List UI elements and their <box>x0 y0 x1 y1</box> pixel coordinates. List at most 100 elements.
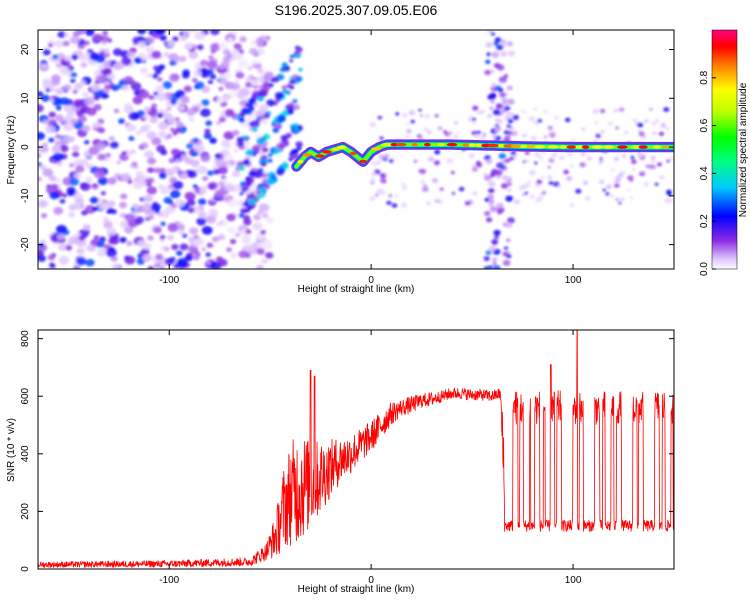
spectrogram-cell <box>668 198 674 203</box>
spectrogram-cell <box>198 211 207 219</box>
spectrogram-cell <box>145 36 155 44</box>
spectrogram-cell <box>498 88 504 93</box>
spectrogram-cell <box>400 202 408 208</box>
spectrogram-cell <box>251 119 260 127</box>
spectrogram-cell <box>42 168 54 177</box>
spectrogram-cell <box>163 52 170 58</box>
spectrogram-cell <box>151 103 158 109</box>
spectrogram-cell <box>103 60 112 68</box>
spectrogram-cell <box>218 77 228 85</box>
spectrogram-cell <box>279 67 286 73</box>
spectrogram-cell <box>563 169 569 175</box>
spectrogram-cell <box>434 199 440 203</box>
spectrogram-cell <box>85 258 95 267</box>
spectrogram-x-label: Height of straight line (km) <box>298 284 415 295</box>
spectrogram-cell <box>159 186 171 195</box>
spectrogram-cell <box>55 224 67 234</box>
colorbar-tick-label: 0.2 <box>699 214 710 228</box>
spectrogram-cell <box>235 71 245 79</box>
spectrogram-cell <box>102 217 109 222</box>
spectrogram-ridge-peak <box>534 144 546 149</box>
spectrogram-cell <box>163 197 172 204</box>
spectrogram-cell <box>80 182 91 191</box>
spectrogram-cell <box>134 216 145 224</box>
spectrogram-cell <box>493 229 501 236</box>
spectrogram-cell <box>497 210 502 215</box>
spectrogram-cell <box>263 85 271 91</box>
spectrogram-cell <box>85 30 95 36</box>
spectrogram-cell <box>147 266 155 269</box>
spectrogram-cell <box>222 56 231 63</box>
spectrogram-cell <box>378 189 386 195</box>
spectrogram-cell <box>507 50 516 57</box>
spectrogram-cell <box>196 44 204 51</box>
spectrogram-cell <box>119 237 127 243</box>
spectrogram-cell <box>434 149 441 155</box>
spectrogram-cell <box>41 63 48 68</box>
spectrogram-cell <box>503 74 509 78</box>
spectrogram-cell <box>484 210 491 216</box>
spectrogram-cell <box>519 185 526 191</box>
spectrogram-cell <box>238 250 248 259</box>
spectrogram-cell <box>157 212 163 217</box>
spectrogram-cell <box>479 135 487 141</box>
spectrogram-cell <box>408 110 415 116</box>
spectrogram-cell <box>192 184 199 189</box>
spectrogram-cell <box>207 79 214 85</box>
spectrogram-cell <box>370 178 376 183</box>
spectrogram-cell <box>384 153 390 159</box>
spectrogram-cell <box>209 74 217 80</box>
spectrogram-cell <box>486 113 493 119</box>
spectrogram-ridge-peak <box>380 142 393 147</box>
spectrogram-cell <box>38 131 46 141</box>
spectrogram-cell <box>484 197 490 202</box>
spectrogram-cell <box>68 212 75 218</box>
spectrogram-cell <box>233 43 242 50</box>
spectrogram-cell <box>566 176 573 181</box>
spectrogram-cell <box>200 153 211 163</box>
spectrogram-cell <box>86 107 97 116</box>
spectrogram-cell <box>525 159 530 163</box>
spectrogram-cell <box>261 173 268 178</box>
spectrogram-cell <box>48 262 55 268</box>
spectrogram-cell <box>177 104 186 112</box>
spectrogram-cell <box>250 78 260 87</box>
spectrogram-cell <box>221 139 231 148</box>
spectrogram-cell <box>92 121 101 129</box>
spectrogram-cell <box>96 75 107 84</box>
spectrogram-cell <box>505 195 514 202</box>
spectrogram-cell <box>270 174 276 179</box>
spectrogram-cell <box>245 108 253 115</box>
spectrogram-cell <box>64 32 70 38</box>
spectrogram-cell <box>90 83 101 92</box>
spectrogram-cell <box>65 245 73 251</box>
spectrogram-cell <box>499 164 506 170</box>
spectrogram-cell <box>98 203 108 211</box>
spectrogram-cell <box>153 226 162 234</box>
spectrogram-cell <box>293 122 299 127</box>
spectrogram-ridge-peak <box>547 145 559 149</box>
spectrogram-cell <box>171 148 181 156</box>
spectrogram-cell <box>648 164 654 169</box>
spectrogram-cell <box>179 55 187 62</box>
spectrogram-cell <box>205 252 211 257</box>
spectrogram-cell <box>260 136 265 141</box>
spectrogram-cell <box>638 131 645 137</box>
colorbar-tick-label: 0.6 <box>699 118 710 132</box>
spectrogram-cell <box>594 121 599 125</box>
spectrogram-cell <box>157 77 163 82</box>
spectrogram-cell <box>395 112 400 116</box>
spectrogram-ridge-peak <box>462 143 470 147</box>
spectrogram-cell <box>530 136 537 141</box>
spectrogram-cell <box>38 249 45 259</box>
spectrogram-cell <box>252 52 260 58</box>
spectrogram-cell <box>126 240 133 247</box>
spectrogram-cell <box>186 108 196 116</box>
spectrogram-cell <box>167 117 177 125</box>
y-tick-label: 400 <box>20 445 31 462</box>
spectrogram-cell <box>216 97 225 104</box>
spectrogram-cell <box>386 200 392 205</box>
spectrogram-cell <box>370 161 375 165</box>
spectrogram-cell <box>227 199 238 208</box>
